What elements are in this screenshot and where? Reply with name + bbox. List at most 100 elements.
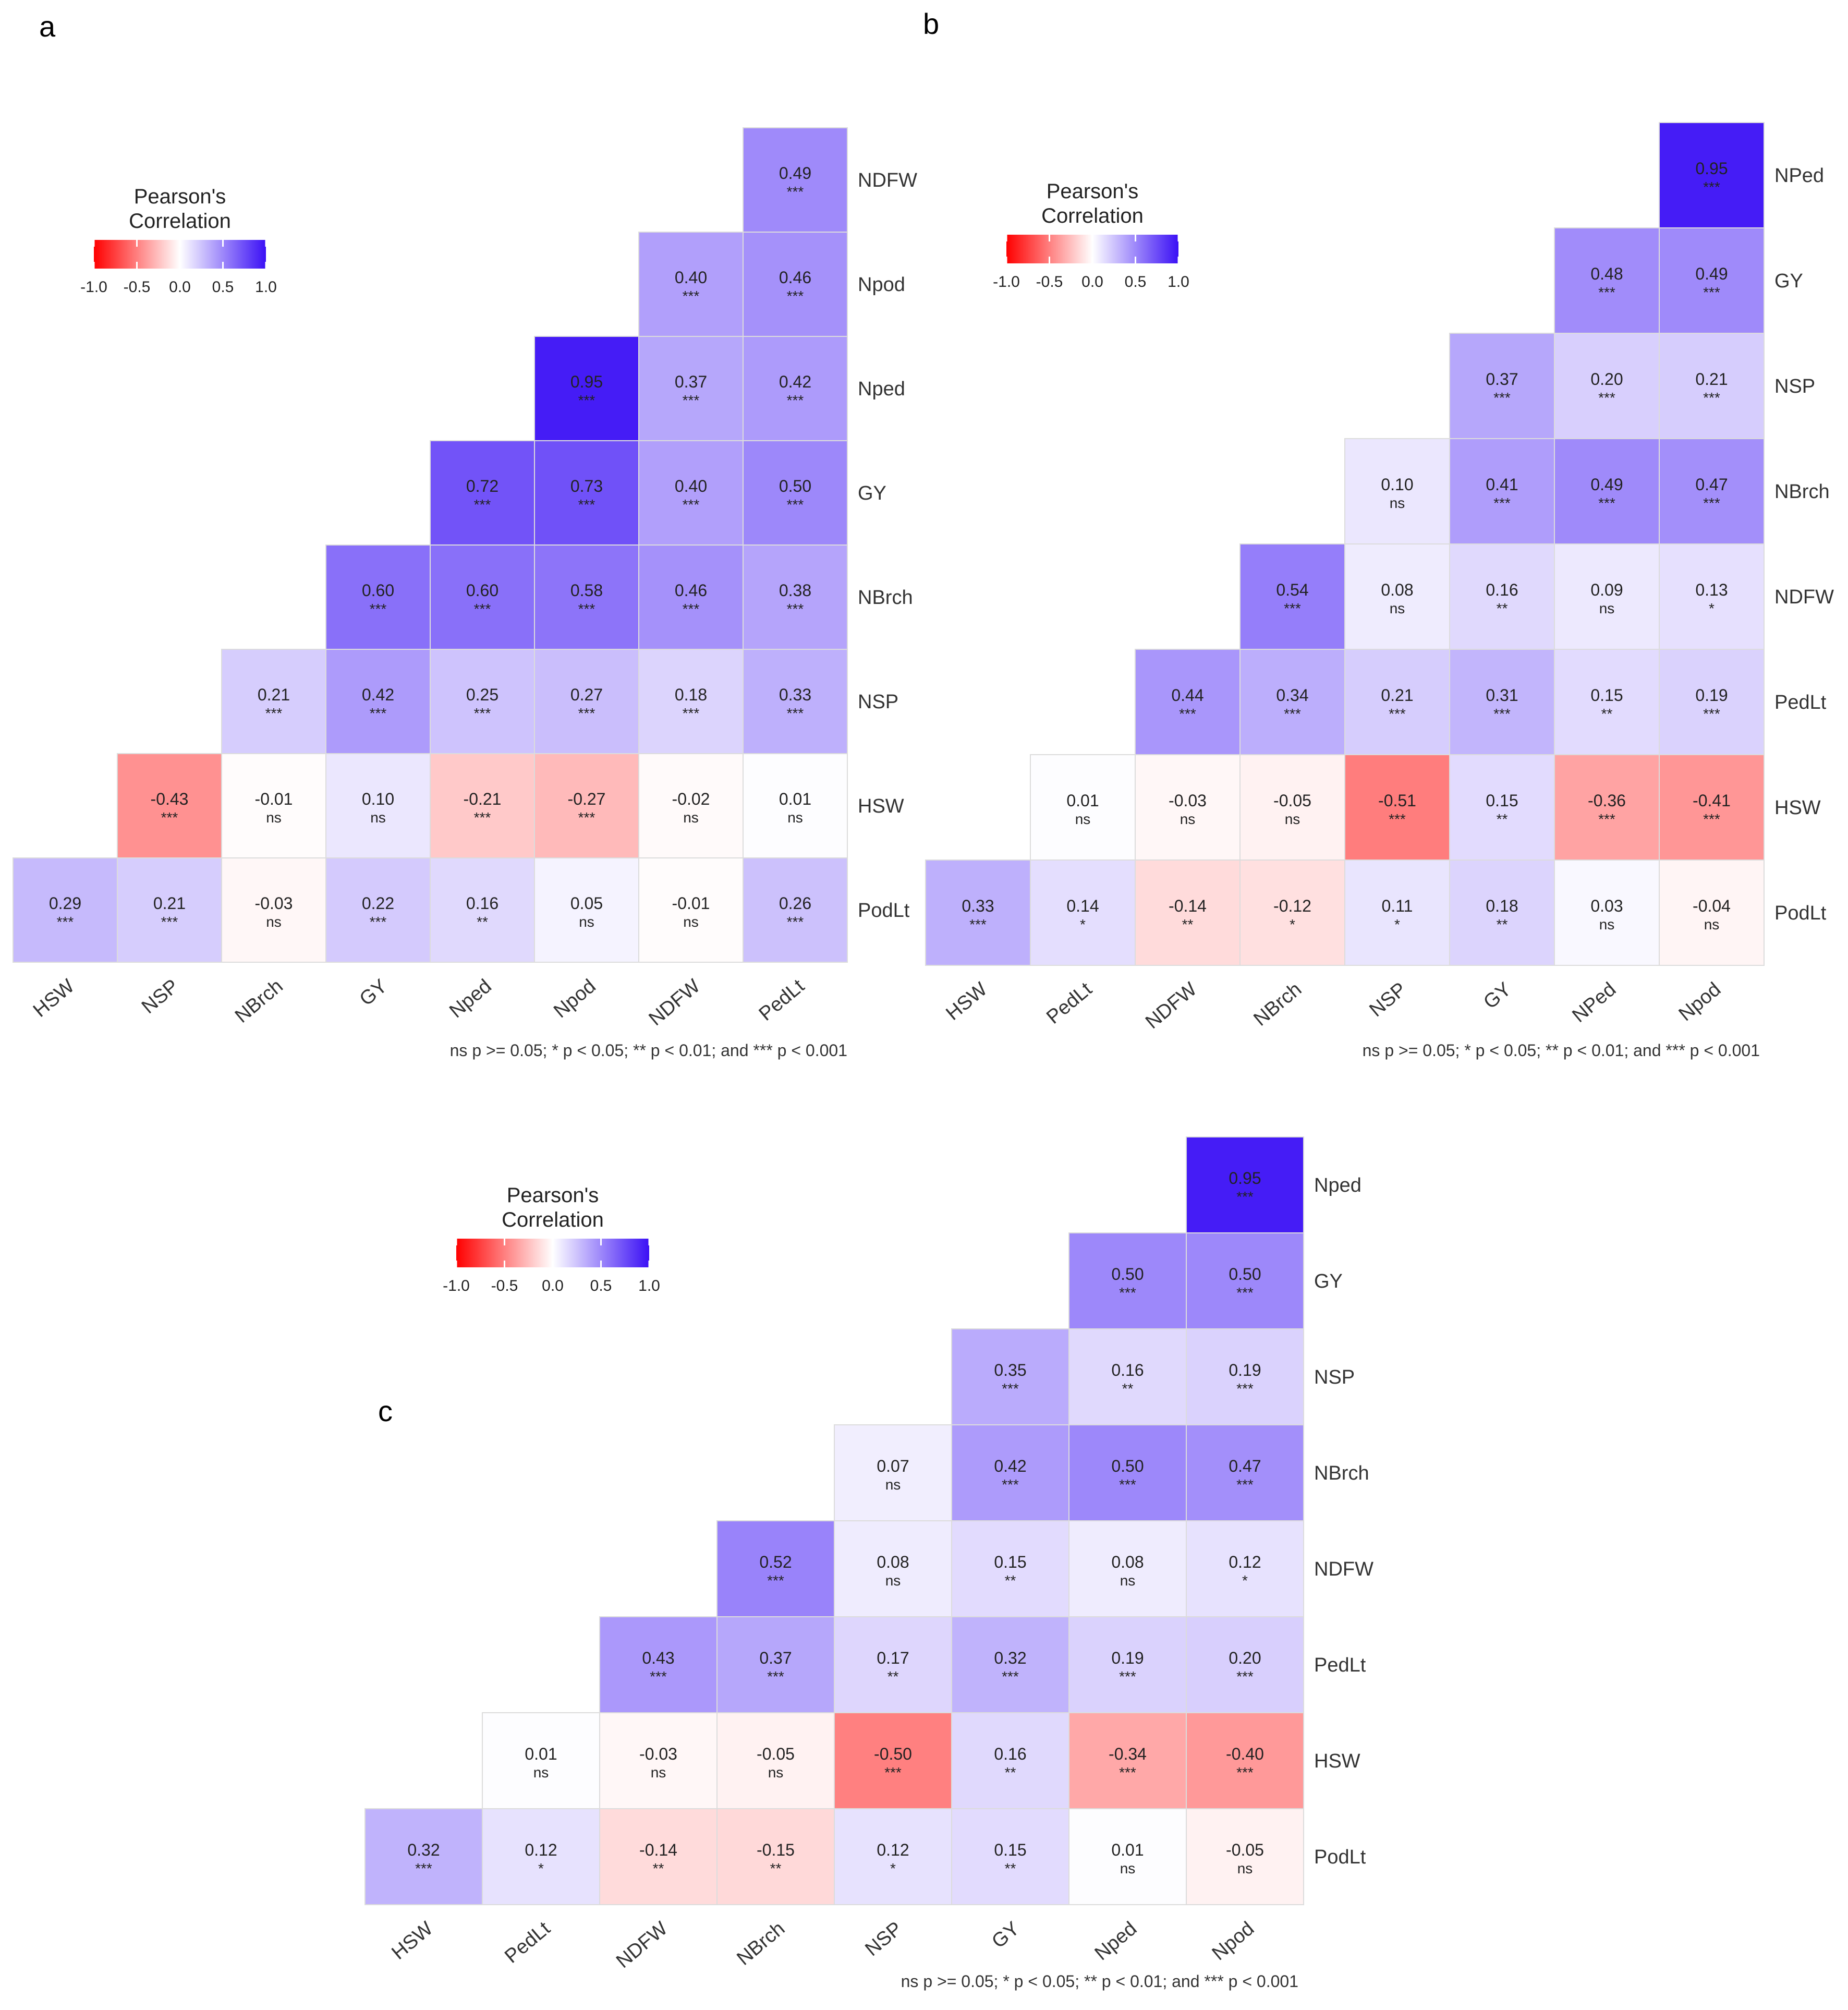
cell-value: 0.10 — [1381, 475, 1413, 494]
cell-value: -0.01 — [672, 894, 710, 913]
y-tick-label: Nped — [1314, 1174, 1361, 1196]
cell-significance: ** — [770, 1860, 782, 1876]
cell-value: 0.08 — [1111, 1553, 1144, 1571]
cell-significance: * — [1290, 916, 1295, 933]
cell-value: 0.21 — [1695, 370, 1728, 389]
legend-title: Pearson's — [134, 185, 226, 208]
y-tick-label: HSW — [858, 795, 904, 817]
cell-value: -0.03 — [255, 894, 293, 913]
cell-value: 0.07 — [877, 1457, 909, 1475]
heatmap-cell — [1344, 754, 1450, 861]
cell-significance: *** — [578, 809, 595, 826]
cell-value: 0.50 — [1111, 1457, 1144, 1475]
heatmap-cell — [743, 649, 848, 754]
y-tick-label: PodLt — [1314, 1846, 1366, 1868]
cell-value: -0.04 — [1693, 897, 1731, 915]
cell-significance: *** — [767, 1572, 784, 1589]
cell-value: -0.03 — [1169, 791, 1207, 810]
x-tick-label: GY — [356, 975, 392, 1010]
heatmap-cell — [1449, 859, 1555, 966]
cell-significance: ns — [1075, 811, 1091, 827]
cell-significance: * — [1242, 1572, 1248, 1589]
cell-value: 0.18 — [1486, 897, 1518, 915]
heatmap-cell — [1068, 1616, 1187, 1713]
x-tick-label: NSP — [1365, 978, 1411, 1021]
legend-title: Correlation — [129, 210, 231, 233]
cell-significance: ns — [885, 1572, 901, 1589]
cell-significance: ** — [1005, 1572, 1016, 1589]
heatmap-cell — [1449, 438, 1555, 544]
cell-significance: ns — [683, 809, 699, 826]
legend-tick-label: 1.0 — [638, 1277, 660, 1294]
heatmap-cell — [1186, 1616, 1304, 1713]
cell-significance: *** — [1119, 1476, 1136, 1493]
cell-significance: *** — [1703, 706, 1720, 722]
cell-value: 0.46 — [675, 581, 707, 600]
legend-tick-label: 0.5 — [1125, 273, 1147, 290]
cell-value: 0.42 — [362, 685, 394, 704]
cell-value: 0.72 — [466, 477, 499, 495]
cell-significance: *** — [474, 601, 491, 617]
cell-value: -0.40 — [1226, 1745, 1264, 1763]
cell-significance: *** — [683, 288, 700, 304]
y-tick-label: PodLt — [1774, 902, 1827, 924]
cell-value: 0.40 — [675, 477, 707, 495]
cell-value: 0.22 — [362, 894, 394, 913]
legend-tick-label: 1.0 — [255, 279, 277, 296]
cell-significance: *** — [1284, 600, 1301, 616]
heatmap-cell — [1030, 859, 1136, 966]
cell-value: 0.37 — [1486, 370, 1518, 389]
cell-value: 0.95 — [1695, 159, 1728, 178]
legend-tick-label: 0.0 — [542, 1277, 564, 1294]
heatmap-cell — [1659, 333, 1765, 439]
cell-significance: *** — [1389, 811, 1406, 827]
legend-tick-label: -1.0 — [443, 1277, 470, 1294]
panel-a: a0.49***0.40***0.46***0.95***0.37***0.42… — [13, 10, 917, 1060]
cell-significance: *** — [1236, 1285, 1254, 1301]
heatmap-cell — [430, 544, 535, 650]
cell-significance: ns — [1237, 1860, 1253, 1876]
cell-value: 0.40 — [675, 268, 707, 287]
cell-significance: *** — [1703, 390, 1720, 406]
cell-value: 0.95 — [1229, 1169, 1261, 1188]
heatmap-cell — [1135, 859, 1241, 966]
heatmap-cell — [743, 753, 848, 858]
cell-value: 0.38 — [779, 581, 811, 600]
cell-value: 0.54 — [1276, 580, 1308, 599]
cell-value: 0.49 — [1695, 264, 1728, 283]
cell-significance: ** — [1497, 811, 1508, 827]
cell-significance: *** — [578, 497, 595, 513]
cell-significance: ns — [1390, 600, 1405, 616]
heatmap-cell — [325, 649, 431, 754]
cell-value: 0.25 — [466, 685, 499, 704]
cell-significance: *** — [1236, 1381, 1254, 1397]
y-tick-label: NSP — [858, 691, 898, 713]
cell-value: 0.03 — [1590, 897, 1623, 915]
cell-significance: *** — [1236, 1189, 1254, 1205]
heatmap-cell — [638, 649, 744, 754]
heatmap-cell — [482, 1808, 600, 1905]
heatmap-cell — [1344, 859, 1450, 966]
y-tick-label: NBrch — [1774, 481, 1830, 503]
cell-significance: *** — [1236, 1668, 1254, 1685]
cell-significance: *** — [650, 1668, 667, 1685]
x-tick-label: PedLt — [501, 1917, 554, 1967]
cell-significance: ns — [885, 1476, 901, 1493]
cell-significance: *** — [683, 497, 700, 513]
heatmap-cell — [534, 857, 639, 963]
heatmap-cell — [716, 1712, 835, 1809]
cell-value: 0.20 — [1590, 370, 1623, 389]
cell-value: -0.34 — [1109, 1745, 1147, 1763]
x-tick-label: NSP — [861, 1918, 906, 1960]
cell-significance: ns — [1599, 600, 1615, 616]
cell-significance: *** — [1703, 179, 1720, 195]
cell-value: 0.15 — [1590, 686, 1623, 705]
heatmap-cell — [1554, 438, 1660, 544]
heatmap-cell — [951, 1328, 1069, 1425]
cell-significance: *** — [787, 288, 804, 304]
heatmap-cell — [221, 649, 326, 754]
heatmap-cell — [1554, 543, 1660, 650]
x-tick-label: NSP — [138, 975, 183, 1018]
heatmap-cell — [1239, 543, 1345, 650]
